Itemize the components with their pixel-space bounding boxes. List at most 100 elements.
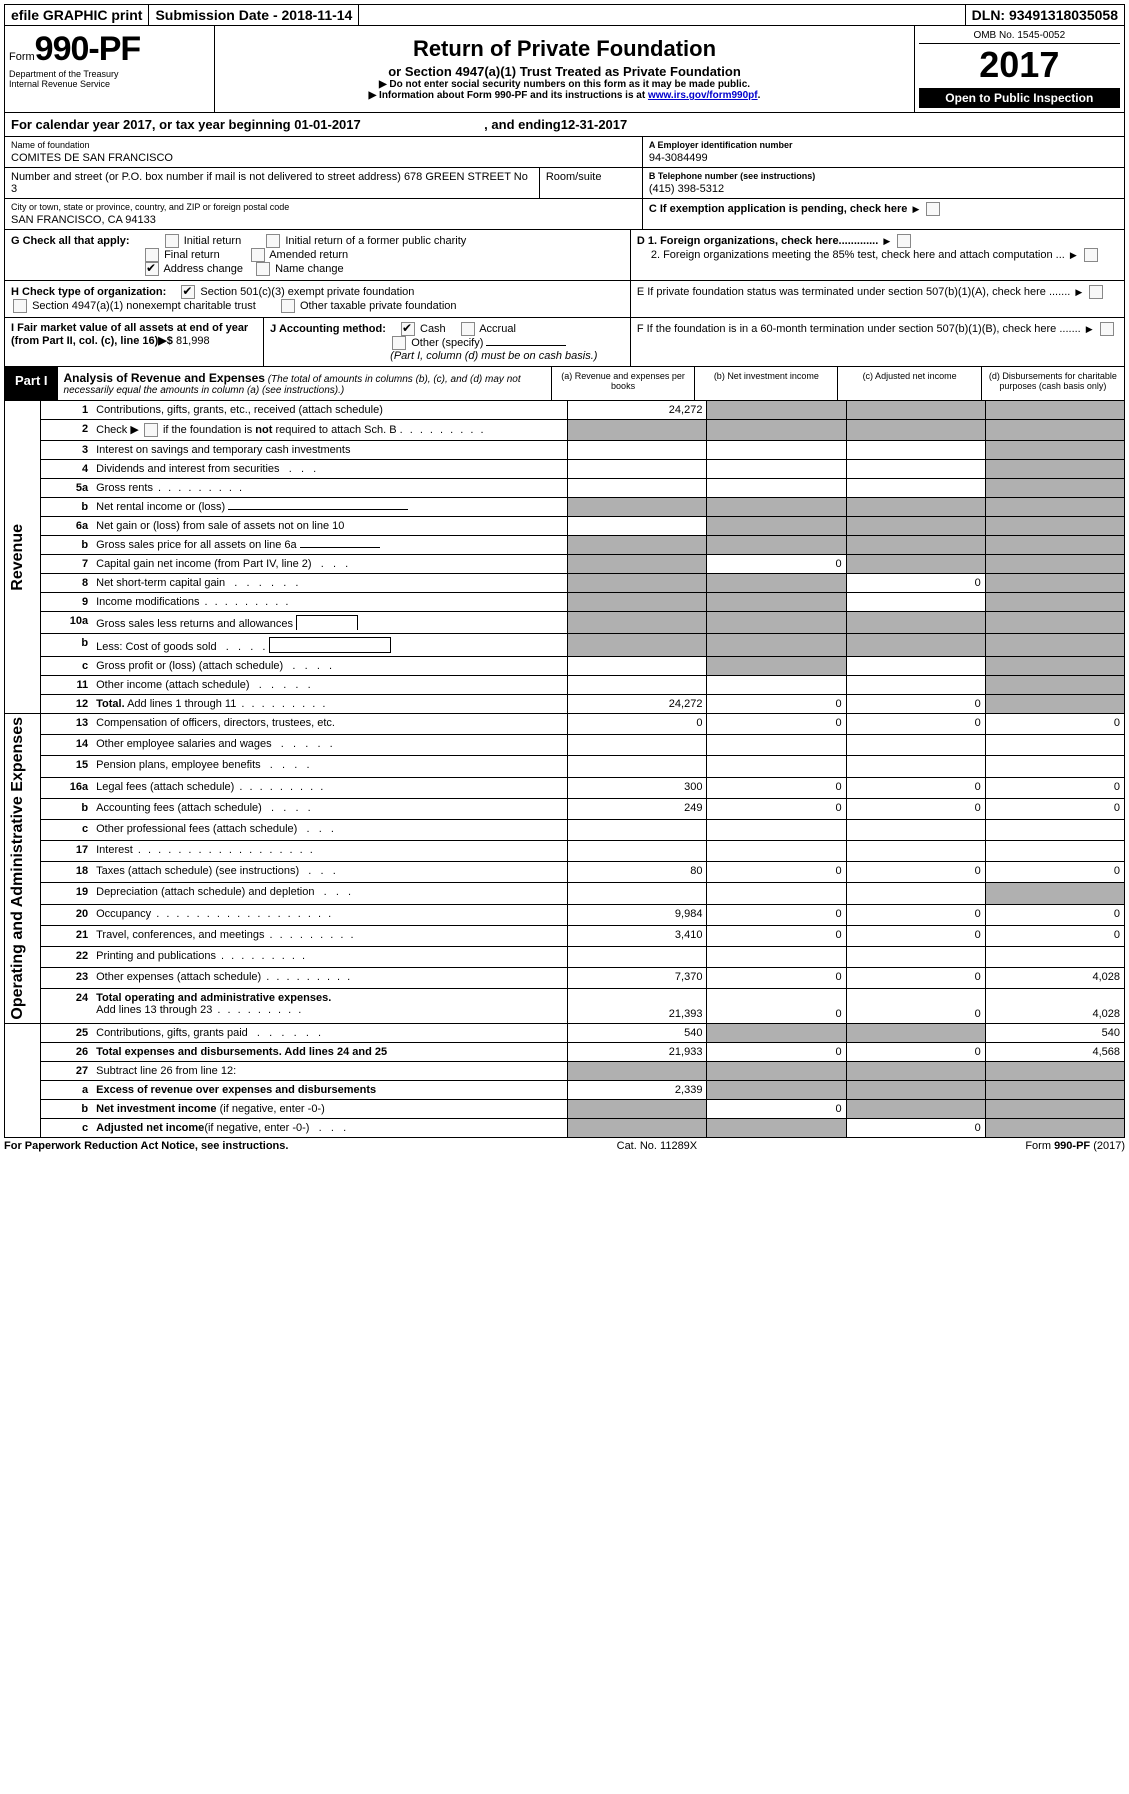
- ein-label: A Employer identification number: [649, 140, 1118, 150]
- g-label: G Check all that apply:: [11, 235, 130, 247]
- dln: DLN: 93491318035058: [966, 5, 1124, 25]
- f-checkbox[interactable]: [1100, 322, 1114, 336]
- amended-return-label: Amended return: [269, 249, 348, 261]
- j-cash-checkbox[interactable]: [401, 322, 415, 336]
- line-desc: Legal fees (attach schedule): [92, 777, 568, 798]
- table-row: 20Occupancy9,984000: [5, 904, 1125, 925]
- line-desc: Net rental income or (loss): [92, 498, 568, 517]
- page-footer: For Paperwork Reduction Act Notice, see …: [4, 1138, 1125, 1154]
- line-num: 25: [40, 1023, 92, 1042]
- table-row: 21Travel, conferences, and meetings3,410…: [5, 925, 1125, 946]
- line-num: b: [40, 798, 92, 819]
- tax-year: 2017: [919, 44, 1120, 86]
- h-4947-label: Section 4947(a)(1) nonexempt charitable …: [32, 300, 256, 312]
- col-d-header: (d) Disbursements for charitable purpose…: [982, 367, 1124, 400]
- telephone-value: (415) 398-5312: [649, 183, 1118, 195]
- line-num: 4: [40, 460, 92, 479]
- i-value: 81,998: [173, 335, 210, 347]
- line-num: 10a: [40, 612, 92, 634]
- h-4947-checkbox[interactable]: [13, 299, 27, 313]
- address-change-label: Address change: [163, 263, 243, 275]
- h-other-label: Other taxable private foundation: [300, 300, 457, 312]
- section-h-e: H Check type of organization: Section 50…: [4, 281, 1125, 318]
- line-desc: Net investment income (if negative, ente…: [92, 1099, 568, 1118]
- room-suite-cell: Room/suite: [540, 168, 642, 198]
- initial-return-former-checkbox[interactable]: [266, 234, 280, 248]
- omb-number: OMB No. 1545-0052: [919, 30, 1120, 44]
- h-501c3-checkbox[interactable]: [181, 285, 195, 299]
- part-1-label: Part I: [5, 367, 58, 400]
- telephone-cell: B Telephone number (see instructions) (4…: [643, 168, 1124, 198]
- line-num: 22: [40, 946, 92, 967]
- line-num: 12: [40, 695, 92, 714]
- line-num: 9: [40, 593, 92, 612]
- form-identifier: Form990-PF Department of the Treasury In…: [5, 26, 215, 112]
- exemption-pending-cell: C If exemption application is pending, c…: [643, 199, 1124, 219]
- table-row: Revenue 1Contributions, gifts, grants, e…: [5, 401, 1125, 420]
- instruction-1: ▶ Do not enter social security numbers o…: [219, 79, 909, 90]
- line-desc: Income modifications: [92, 593, 568, 612]
- line-num: 14: [40, 735, 92, 756]
- dept-line-2: Internal Revenue Service: [9, 79, 210, 89]
- initial-return-checkbox[interactable]: [165, 234, 179, 248]
- j-accrual-checkbox[interactable]: [461, 322, 475, 336]
- e-checkbox[interactable]: [1089, 285, 1103, 299]
- line-num: b: [40, 1099, 92, 1118]
- form-prefix: Form: [9, 51, 35, 63]
- j-other-input-line[interactable]: [486, 345, 566, 346]
- line-num: 26: [40, 1042, 92, 1061]
- line-num: 24: [40, 989, 92, 1024]
- amended-return-checkbox[interactable]: [251, 248, 265, 262]
- city-label: City or town, state or province, country…: [11, 202, 636, 212]
- table-row: 26Total expenses and disbursements. Add …: [5, 1042, 1125, 1061]
- table-row: cOther professional fees (attach schedul…: [5, 819, 1125, 840]
- col-a-header: (a) Revenue and expenses per books: [552, 367, 695, 400]
- h-other-checkbox[interactable]: [281, 299, 295, 313]
- line-desc: Adjusted net income(if negative, enter -…: [92, 1118, 568, 1137]
- g-check-all: G Check all that apply: Initial return I…: [5, 230, 631, 280]
- name-change-checkbox[interactable]: [256, 262, 270, 276]
- submission-date: Submission Date - 2018-11-14: [149, 5, 359, 25]
- ein-value: 94-3084499: [649, 152, 1118, 164]
- arrow-icon: [910, 203, 921, 215]
- d1-checkbox[interactable]: [897, 234, 911, 248]
- street-cell: Number and street (or P.O. box number if…: [5, 168, 540, 198]
- col-b-header: (b) Net investment income: [695, 367, 838, 400]
- col-a: 24,272: [568, 401, 707, 420]
- col-d: [985, 401, 1124, 420]
- footer-left: For Paperwork Reduction Act Notice, see …: [4, 1140, 288, 1152]
- table-row: 12Total. Add lines 1 through 1124,27200: [5, 695, 1125, 714]
- exemption-pending-label: C If exemption application is pending, c…: [649, 203, 908, 215]
- col-c: 0: [846, 574, 985, 593]
- top-bar: efile GRAPHIC print Submission Date - 20…: [4, 4, 1125, 26]
- line-desc: Interest: [92, 841, 568, 862]
- line-desc: Total expenses and disbursements. Add li…: [92, 1042, 568, 1061]
- col-c: [846, 401, 985, 420]
- line-desc: Gross profit or (loss) (attach schedule)…: [92, 657, 568, 676]
- table-row: 17Interest: [5, 841, 1125, 862]
- city-exemption-row: City or town, state or province, country…: [4, 199, 1125, 230]
- part-1-table: Revenue 1Contributions, gifts, grants, e…: [4, 401, 1125, 1138]
- table-row: 9Income modifications: [5, 593, 1125, 612]
- arrow-icon: [881, 235, 892, 247]
- sch-b-checkbox[interactable]: [144, 423, 158, 437]
- public-inspection-badge: Open to Public Inspection: [919, 88, 1120, 108]
- line-desc: Net short-term capital gain . . . . . .: [92, 574, 568, 593]
- form-title: Return of Private Foundation: [219, 36, 909, 62]
- address-change-checkbox[interactable]: [145, 262, 159, 276]
- table-row: 18Taxes (attach schedule) (see instructi…: [5, 862, 1125, 883]
- line-desc: Travel, conferences, and meetings: [92, 925, 568, 946]
- foundation-name-label: Name of foundation: [11, 140, 636, 150]
- instructions-link[interactable]: www.irs.gov/form990pf: [648, 90, 758, 101]
- j-other-label: Other (specify): [411, 337, 483, 349]
- d2-checkbox[interactable]: [1084, 248, 1098, 262]
- final-return-checkbox[interactable]: [145, 248, 159, 262]
- efile-print-button[interactable]: efile GRAPHIC print: [5, 5, 149, 25]
- line-num: 3: [40, 441, 92, 460]
- e-terminated: E If private foundation status was termi…: [631, 281, 1124, 317]
- exemption-pending-checkbox[interactable]: [926, 202, 940, 216]
- line-num: 23: [40, 967, 92, 988]
- line-desc: Other professional fees (attach schedule…: [92, 819, 568, 840]
- j-other-checkbox[interactable]: [392, 336, 406, 350]
- table-row: bAccounting fees (attach schedule) . . .…: [5, 798, 1125, 819]
